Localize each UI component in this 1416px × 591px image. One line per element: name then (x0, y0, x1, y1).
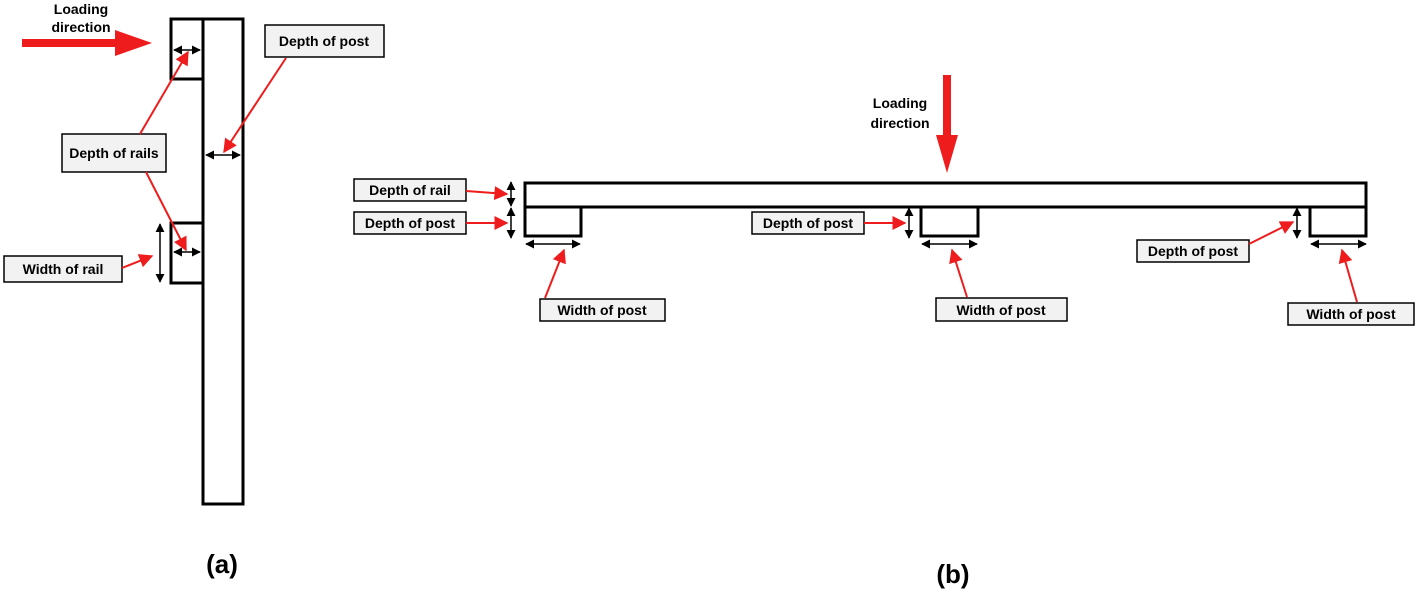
pointer-depth-of-rails-top-a (139, 50, 189, 135)
depth-of-post-label-a: Depth of post (279, 33, 370, 49)
loading-direction-arrow-a (22, 30, 152, 56)
depth-of-post-box-right-b (1136, 239, 1250, 263)
loading-direction-arrow-b (936, 75, 958, 173)
post-left-b (523, 205, 583, 238)
width-of-rail-label-a: Width of rail (23, 261, 104, 277)
panel-b: Loading direction Depth of rail Depth of… (353, 75, 1415, 589)
depth-of-rail-box-b (353, 178, 467, 202)
post-right-b (1308, 205, 1368, 238)
width-of-post-box-left-b (539, 298, 666, 322)
depth-of-post-label-right-b: Depth of post (1148, 243, 1239, 259)
caption-a: (a) (206, 549, 238, 579)
depth-of-rails-label-a: Depth of rails (69, 145, 159, 161)
loading-direction-label-a-line2: direction (51, 19, 110, 35)
post-middle-b (919, 205, 980, 238)
width-of-rail-box-a (3, 255, 123, 283)
loading-direction-label-a-line1: Loading (54, 1, 108, 17)
pointer-depth-of-rails-bottom-a (145, 171, 187, 252)
width-of-post-box-middle-b (935, 297, 1068, 322)
width-of-post-box-right-b (1287, 302, 1415, 326)
pointer-depth-of-post-right-b (1248, 221, 1295, 245)
depth-of-rail-label-b: Depth of rail (369, 182, 451, 198)
rail-top-a (169, 17, 205, 81)
post-a (201, 17, 245, 506)
pointer-width-of-rail-a (121, 254, 154, 269)
width-of-post-label-middle-b: Width of post (956, 302, 1046, 318)
panel-a: Loading direction Depth of post Depth of… (3, 1, 385, 579)
depth-of-rails-box-a (61, 133, 167, 173)
pointer-depth-of-rail-b (465, 186, 509, 201)
loading-direction-label-b-line1: Loading (873, 95, 927, 111)
pointer-depth-of-post-a (223, 57, 287, 154)
pointer-width-of-post-middle-b (949, 248, 968, 298)
loading-direction-label-b-line2: direction (870, 115, 929, 131)
width-of-post-label-right-b: Width of post (1306, 306, 1396, 322)
rail-b (523, 181, 1368, 209)
pointer-width-of-post-left-b (544, 248, 566, 299)
depth-of-post-box-a (264, 24, 385, 58)
caption-b: (b) (936, 559, 969, 589)
pointer-width-of-post-right-b (1338, 248, 1358, 303)
depth-of-post-label-left-b: Depth of post (365, 215, 456, 231)
depth-of-post-label-middle-b: Depth of post (763, 215, 854, 231)
width-of-post-label-left-b: Width of post (557, 302, 647, 318)
